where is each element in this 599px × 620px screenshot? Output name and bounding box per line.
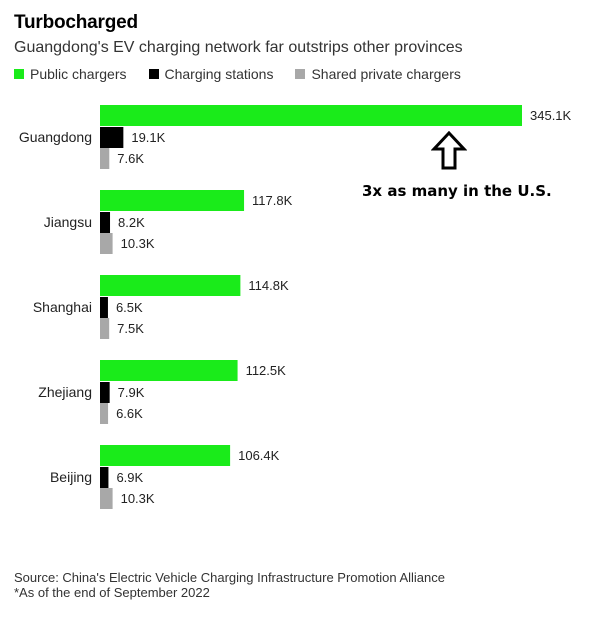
data-label-stations-zhejiang: 7.9K	[118, 385, 145, 400]
bar-shared-shanghai	[100, 318, 110, 339]
category-label-zhejiang: Zhejiang	[38, 384, 92, 400]
bar-shared-zhejiang	[100, 403, 109, 424]
bar-public-zhejiang	[100, 360, 238, 381]
data-label-stations-guangdong: 19.1K	[131, 130, 165, 145]
data-label-public-beijing: 106.4K	[238, 448, 280, 463]
bar-stations-beijing	[100, 467, 109, 488]
bar-chart: Guangdong 345.1K 19.1K 7.6K Jiangsu 117.8K 8.2…	[19, 105, 572, 509]
data-label-shared-shanghai: 7.5K	[117, 321, 144, 336]
data-label-shared-zhejiang: 6.6K	[116, 406, 143, 421]
legend-label-public: Public chargers	[30, 66, 127, 82]
data-label-stations-shanghai: 6.5K	[116, 300, 143, 315]
legend-swatch-public	[14, 69, 24, 79]
bar-shared-beijing	[100, 488, 113, 509]
bar-public-jiangsu	[100, 190, 245, 211]
bar-shared-guangdong	[100, 148, 110, 169]
legend-label-stations: Charging stations	[164, 66, 274, 82]
legend-label-shared: Shared private chargers	[311, 66, 461, 82]
legend-item-public: Public chargers	[14, 66, 127, 82]
bar-public-guangdong	[100, 105, 522, 126]
data-label-shared-jiangsu: 10.3K	[121, 236, 155, 251]
up-arrow-outline-icon	[431, 131, 467, 170]
chart-title: Turbocharged	[14, 12, 138, 33]
source-note: Source: China's Electric Vehicle Chargin…	[14, 570, 445, 600]
bar-stations-zhejiang	[100, 382, 110, 403]
legend-swatch-stations	[148, 69, 159, 79]
legend-item-shared: Shared private chargers	[295, 66, 461, 82]
source-line: Source: China's Electric Vehicle Chargin…	[14, 570, 445, 585]
bar-public-shanghai	[100, 275, 241, 296]
category-label-jiangsu: Jiangsu	[44, 214, 92, 230]
footnote-line: *As of the end of September 2022	[14, 585, 210, 600]
legend-swatch-shared	[295, 69, 306, 79]
category-label-beijing: Beijing	[50, 469, 92, 485]
bar-shared-jiangsu	[100, 233, 113, 254]
data-label-stations-beijing: 6.9K	[116, 470, 143, 485]
chart-subtitle: Guangdong's EV charging network far outs…	[14, 39, 463, 56]
data-label-public-shanghai: 114.8K	[248, 278, 289, 293]
data-label-public-guangdong: 345.1K	[530, 108, 572, 123]
data-label-stations-jiangsu: 8.2K	[118, 215, 145, 230]
bar-stations-jiangsu	[100, 212, 111, 233]
data-label-shared-beijing: 10.3K	[121, 491, 155, 506]
legend-item-stations: Charging stations	[148, 66, 274, 82]
bar-public-beijing	[100, 445, 231, 466]
category-label-guangdong: Guangdong	[19, 129, 92, 145]
legend: Public chargers Charging stations Shared…	[14, 66, 483, 82]
data-label-public-zhejiang: 112.5K	[246, 363, 287, 378]
data-label-shared-guangdong: 7.6K	[117, 151, 144, 166]
bar-stations-shanghai	[100, 297, 108, 318]
annotation-text: 3x as many in the U.S.	[362, 182, 552, 200]
data-label-public-jiangsu: 117.8K	[252, 193, 293, 208]
category-label-shanghai: Shanghai	[33, 299, 92, 315]
bar-stations-guangdong	[100, 127, 124, 148]
